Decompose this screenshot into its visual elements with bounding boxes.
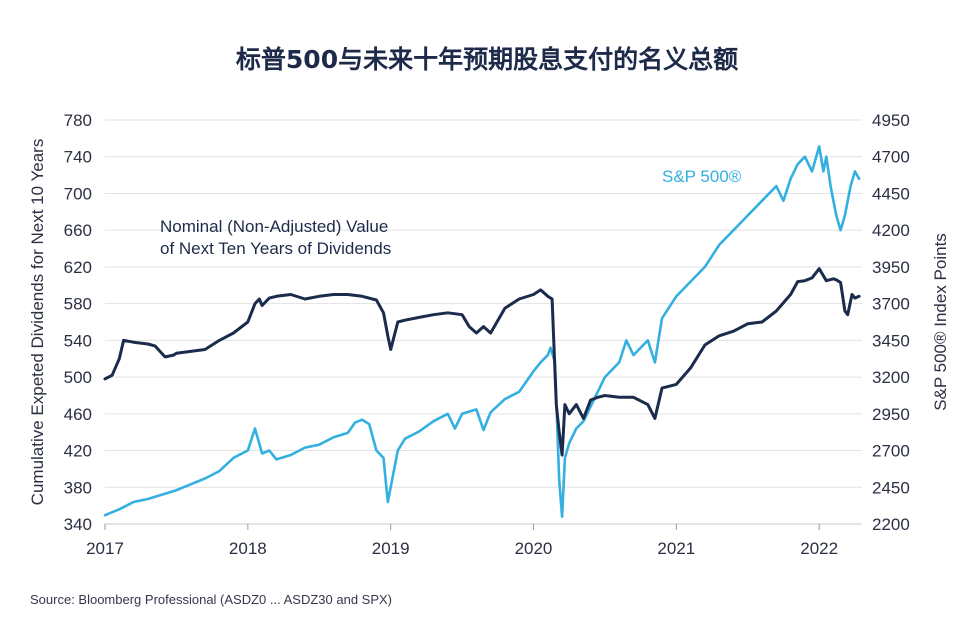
y-left-tick-label: 660 xyxy=(64,221,92,240)
y-axis-right-label: S&P 500® Index Points xyxy=(931,233,950,411)
sp500-series-line xyxy=(103,145,861,518)
y-left-tick-label: 780 xyxy=(64,111,92,130)
gridlines xyxy=(105,119,862,525)
y-right-tick-label: 3950 xyxy=(872,258,910,277)
dividends-series-line xyxy=(103,267,861,457)
y-right-tick-label: 2950 xyxy=(872,405,910,424)
y-right-tick-label: 4700 xyxy=(872,148,910,167)
y-left-tick-label: 540 xyxy=(64,331,92,350)
y-right-tick-label: 3450 xyxy=(872,331,910,350)
y-right-tick-label: 4950 xyxy=(872,111,910,130)
x-tick-label: 2020 xyxy=(515,539,553,558)
y-right-tick-label: 2200 xyxy=(872,515,910,534)
x-tick-label: 2017 xyxy=(86,539,124,558)
y-left-tick-label: 380 xyxy=(64,478,92,497)
y-left-tick-label: 580 xyxy=(64,295,92,314)
x-tick-label: 2021 xyxy=(657,539,695,558)
y-axis-left-label: Cumulative Expeted Dividends for Next 10… xyxy=(28,139,47,506)
annotations: Nominal (Non-Adjusted) Value of Next Ten… xyxy=(160,167,742,258)
dividends-annotation-line2: of Next Ten Years of Dividends xyxy=(160,239,391,258)
y-left-tick-label: 700 xyxy=(64,184,92,203)
axes: 340 380 420 460 500 540 580 620 660 700 740 780 2200… xyxy=(64,111,910,558)
x-tick-label: 2019 xyxy=(372,539,410,558)
y-right-tick-label: 3700 xyxy=(872,295,910,314)
x-tick-label: 2022 xyxy=(800,539,838,558)
y-left-tick-label: 500 xyxy=(64,368,92,387)
y-right-tick-label: 4450 xyxy=(872,184,910,203)
source-note: Source: Bloomberg Professional (ASDZ0 ..… xyxy=(30,592,393,607)
chart-title: 标普500与未来十年预期股息支付的名义总额 xyxy=(235,45,739,74)
y-right-tick-label: 2700 xyxy=(872,442,910,461)
y-left-tick-label: 620 xyxy=(64,258,92,277)
dividends-annotation-line1: Nominal (Non-Adjusted) Value xyxy=(160,217,388,236)
y-left-tick-label: 420 xyxy=(64,442,92,461)
y-right-tick-label: 4200 xyxy=(872,221,910,240)
y-left-tick-label: 340 xyxy=(64,515,92,534)
series xyxy=(103,145,861,518)
y-right-tick-label: 2450 xyxy=(872,478,910,497)
x-tick-label: 2018 xyxy=(229,539,267,558)
y-right-tick-label: 3200 xyxy=(872,368,910,387)
sp500-annotation: S&P 500® xyxy=(662,167,742,186)
y-left-tick-label: 460 xyxy=(64,405,92,424)
y-left-tick-label: 740 xyxy=(64,148,92,167)
